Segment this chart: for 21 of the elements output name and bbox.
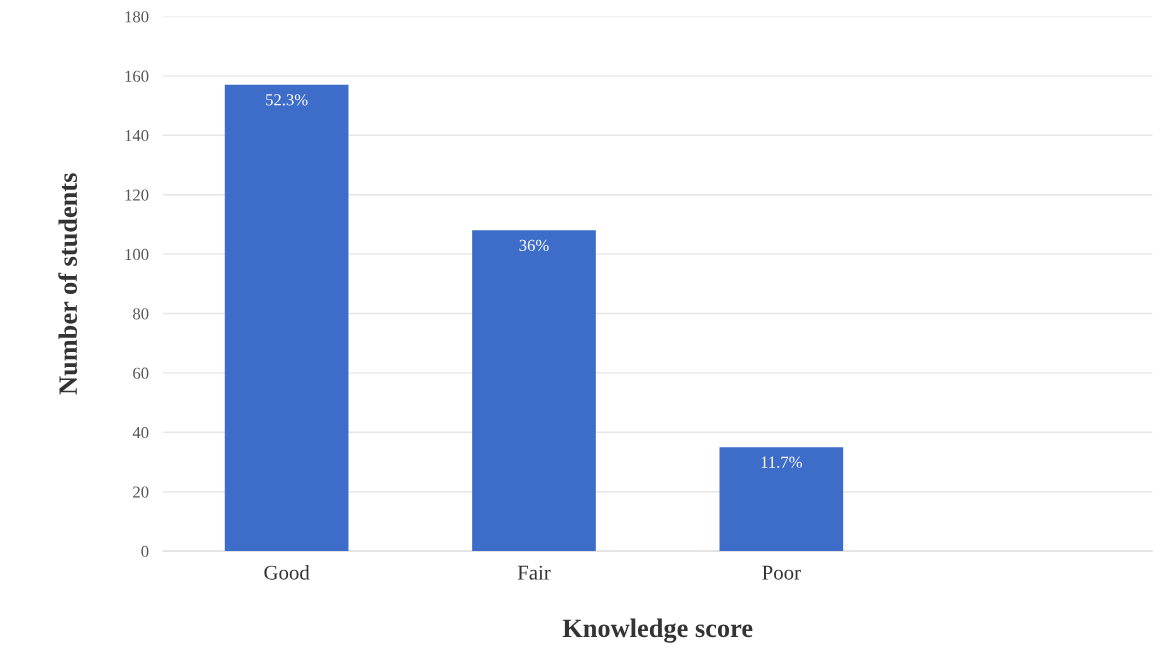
bar xyxy=(719,447,844,552)
y-axis-title: Number of students xyxy=(58,173,78,395)
y-tick-label: 160 xyxy=(125,70,149,82)
y-tick-label: 180 xyxy=(125,11,149,23)
x-tick-label: Good xyxy=(264,564,310,580)
annotation: 11.7% xyxy=(761,456,802,468)
y-tick-label: 140 xyxy=(125,130,149,142)
x-tick-label: Fair xyxy=(517,565,551,580)
y-tick-label: 40 xyxy=(132,427,149,439)
y-tick-label: 100 xyxy=(125,248,149,261)
bar xyxy=(224,84,349,552)
annotation: 52.3% xyxy=(266,94,308,106)
x-tick-label: Poor xyxy=(762,565,801,580)
x-axis-title: Knowledge score xyxy=(562,618,753,643)
y-tick-label: 60 xyxy=(133,367,149,379)
bar xyxy=(472,230,596,552)
y-tick-label: 0 xyxy=(141,545,149,558)
y-tick-label: 80 xyxy=(133,308,149,320)
annotation: 36% xyxy=(519,239,549,252)
y-tick-label: 120 xyxy=(125,189,149,201)
y-tick-label: 20 xyxy=(133,486,149,498)
